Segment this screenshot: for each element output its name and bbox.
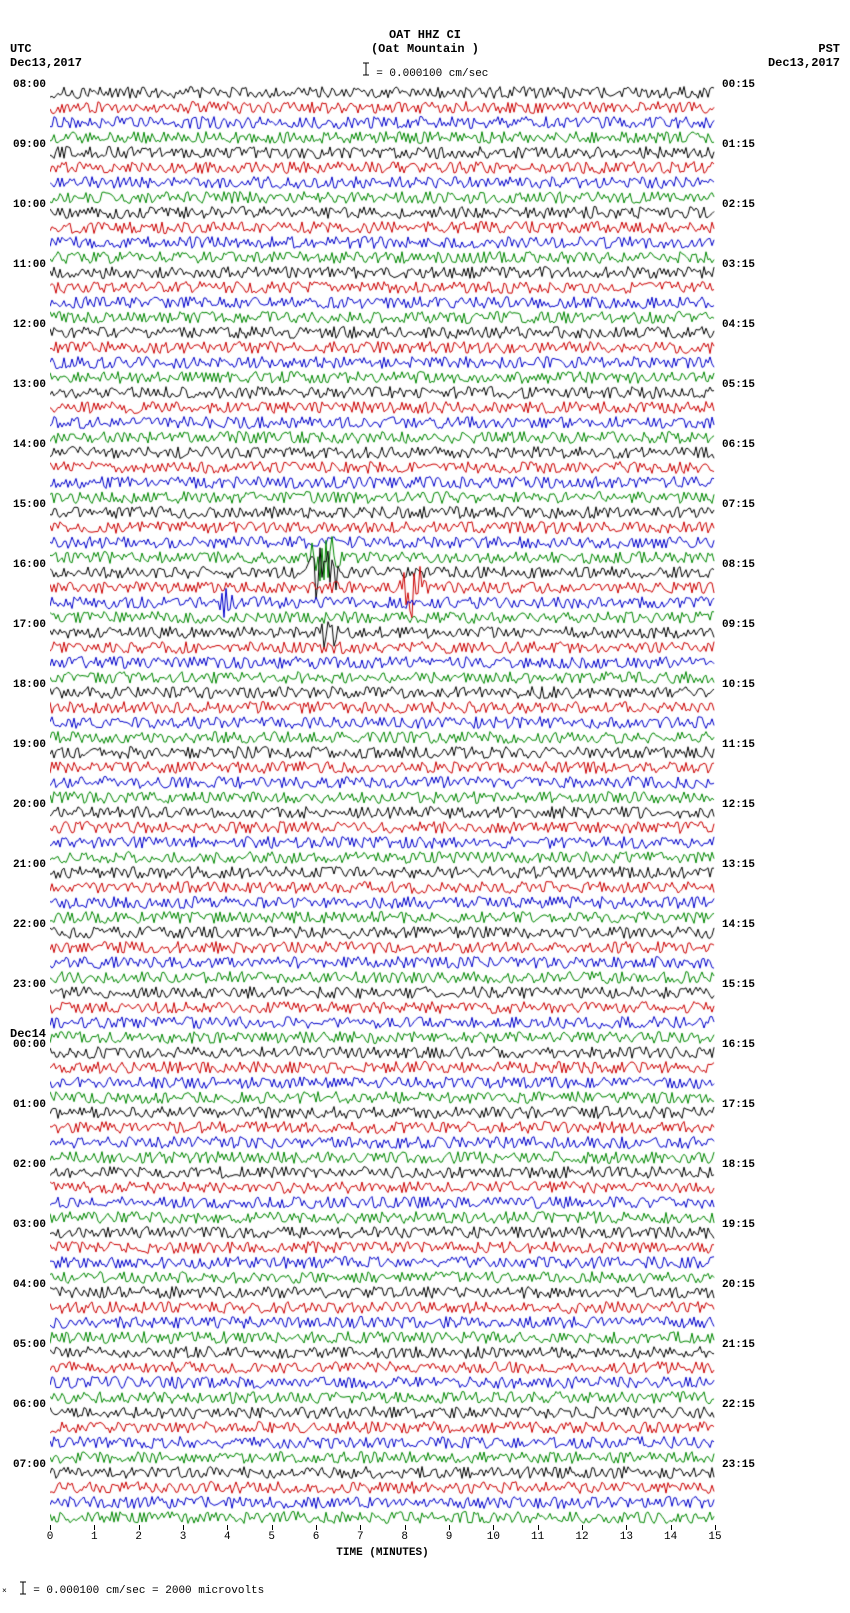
pst-hour: 02:15 [722,199,755,213]
date-left: Dec13,2017 [10,56,82,70]
x-tick: 7 [345,1531,375,1543]
date-left-2: Dec14 [10,1027,46,1041]
x-tick: 13 [611,1531,641,1543]
utc-hour: 14:00 [13,439,46,453]
utc-hour: 22:00 [13,919,46,933]
x-tick: 3 [168,1531,198,1543]
x-tick: 6 [301,1531,331,1543]
utc-hour: 20:00 [13,799,46,813]
utc-hour: 17:00 [13,619,46,633]
date-right: Dec13,2017 [768,56,840,70]
pst-hour: 12:15 [722,799,755,813]
timezone-left: UTC [10,42,32,56]
seismogram-container: OAT HHZ CI (Oat Mountain ) = 0.000100 cm… [0,0,850,1613]
pst-hour: 17:15 [722,1099,755,1113]
pst-hour: 22:15 [722,1399,755,1413]
pst-hour: 08:15 [722,559,755,573]
utc-hour: 11:00 [13,259,46,273]
x-axis-label: TIME (MINUTES) [50,1547,715,1559]
utc-hour: 12:00 [13,319,46,333]
pst-hour: 06:15 [722,439,755,453]
footer-text: = 0.000100 cm/sec = 2000 microvolts [33,1585,264,1597]
pst-hour: 09:15 [722,619,755,633]
utc-hour: 16:00 [13,559,46,573]
x-tick: 9 [434,1531,464,1543]
scale-bar-icon [362,62,370,80]
pst-hour: 10:15 [722,679,755,693]
pst-hour: 04:15 [722,319,755,333]
x-tick: 4 [212,1531,242,1543]
utc-hour: 10:00 [13,199,46,213]
utc-hour-labels: 08:0009:0010:0011:0012:0013:0014:0015:00… [0,85,48,1525]
utc-hour: 18:00 [13,679,46,693]
utc-hour: 09:00 [13,139,46,153]
pst-hour: 19:15 [722,1219,755,1233]
x-tick: 14 [656,1531,686,1543]
x-tick: 10 [478,1531,508,1543]
station-code: OAT HHZ CI [0,28,850,42]
utc-hour: 15:00 [13,499,46,513]
utc-hour: 06:00 [13,1399,46,1413]
station-name: (Oat Mountain ) [0,42,850,56]
scale-text-top: = 0.000100 cm/sec [376,68,488,80]
utc-hour: 19:00 [13,739,46,753]
x-tick: 8 [390,1531,420,1543]
footer-scale: × = 0.000100 cm/sec = 2000 microvolts [2,1581,264,1599]
utc-hour: 00:00 [13,1039,46,1053]
x-tick: 0 [35,1531,65,1543]
x-tick: 5 [257,1531,287,1543]
pst-hour: 07:15 [722,499,755,513]
pst-hour: 21:15 [722,1339,755,1353]
pst-hour: 13:15 [722,859,755,873]
scale-bar-icon: × [2,1581,12,1599]
utc-hour: 05:00 [13,1339,46,1353]
x-tick: 2 [124,1531,154,1543]
seismogram-plot [50,85,715,1525]
pst-hour: 15:15 [722,979,755,993]
x-tick: 15 [700,1531,730,1543]
utc-hour: 04:00 [13,1279,46,1293]
pst-hour: 16:15 [722,1039,755,1053]
utc-hour: 07:00 [13,1459,46,1473]
pst-hour: 14:15 [722,919,755,933]
pst-hour-labels: 00:1501:1502:1503:1504:1505:1506:1507:15… [720,85,780,1525]
utc-hour: 23:00 [13,979,46,993]
pst-hour: 18:15 [722,1159,755,1173]
scale-indicator-top: = 0.000100 cm/sec [0,62,850,80]
pst-hour: 03:15 [722,259,755,273]
pst-hour: 01:15 [722,139,755,153]
timezone-right: PST [818,42,840,56]
utc-hour: 02:00 [13,1159,46,1173]
pst-hour: 05:15 [722,379,755,393]
pst-hour: 20:15 [722,1279,755,1293]
x-tick: 1 [79,1531,109,1543]
x-tick: 12 [567,1531,597,1543]
scale-bar-icon [19,1581,27,1599]
x-tick: 11 [523,1531,553,1543]
pst-hour: 23:15 [722,1459,755,1473]
utc-hour: 01:00 [13,1099,46,1113]
pst-hour: 00:15 [722,79,755,93]
utc-hour: 21:00 [13,859,46,873]
svg-text:×: × [2,1587,7,1595]
utc-hour: 13:00 [13,379,46,393]
utc-hour: 03:00 [13,1219,46,1233]
pst-hour: 11:15 [722,739,755,753]
utc-hour: 08:00 [13,79,46,93]
